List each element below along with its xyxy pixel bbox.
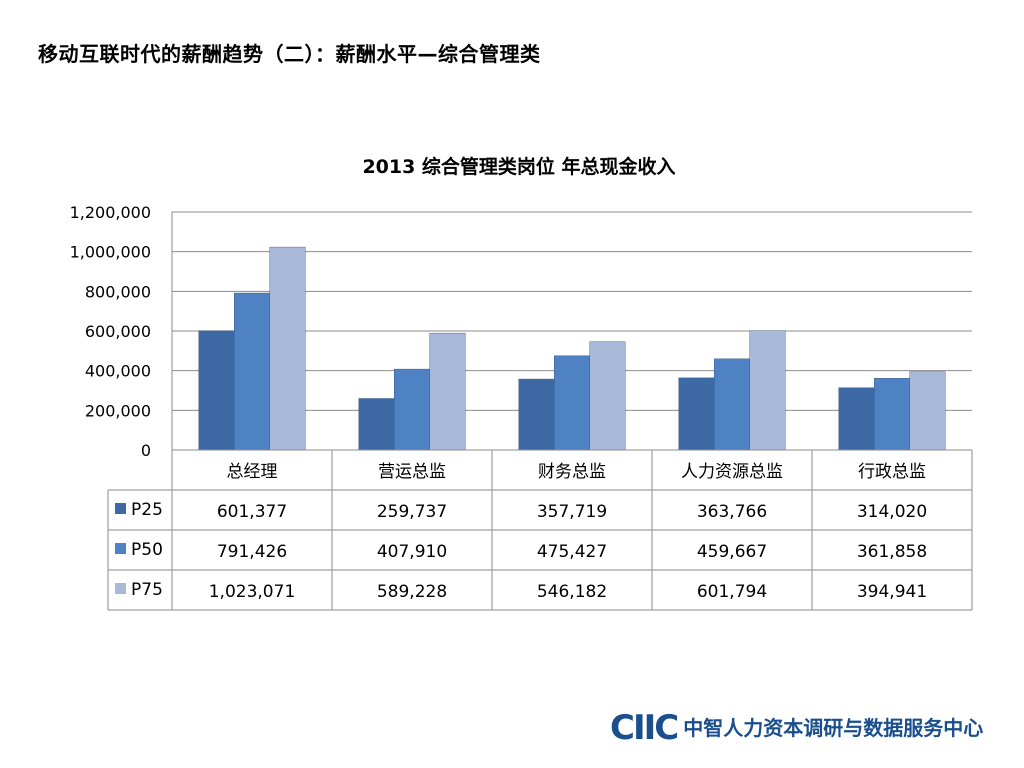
data-label: 394,941 (857, 582, 927, 602)
legend-swatch-p25 (115, 503, 126, 514)
data-label: 601,794 (697, 582, 767, 602)
y-tick-label: 600,000 (85, 322, 151, 341)
y-axis-ticks: 0 200,000 400,000 600,000 800,000 1,000,000 1,… (70, 203, 151, 460)
ciic-logo: CIIC 中智人力资本调研与数据服务中心 (610, 708, 983, 748)
y-tick-label: 1,200,000 (70, 203, 151, 222)
legend-label: P25 (131, 500, 163, 520)
bar-p25 (838, 387, 875, 451)
y-tick-label: 800,000 (85, 282, 151, 301)
page-title: 移动互联时代的薪酬趋势（二）：薪酬水平—综合管理类 (38, 42, 541, 66)
bar-p50 (234, 292, 270, 451)
legend-swatch-p75 (115, 583, 126, 594)
y-tick-label: 200,000 (85, 401, 151, 420)
data-label: 791,426 (217, 542, 287, 562)
data-label: 407,910 (377, 542, 447, 562)
logo-text: 中智人力资本调研与数据服务中心 (683, 716, 984, 740)
bar-p75 (269, 246, 306, 451)
bar-p75 (429, 332, 466, 451)
data-label: 1,023,071 (209, 582, 296, 602)
legend-swatch-p50 (115, 543, 126, 554)
category-label: 总经理 (227, 462, 278, 482)
category-label: 人力资源总监 (681, 462, 783, 482)
data-label: 589,228 (377, 582, 447, 602)
bar-p75 (589, 341, 626, 451)
y-tick-label: 1,000,000 (70, 243, 151, 262)
data-label: 259,737 (377, 502, 447, 522)
bar-p25 (518, 378, 555, 451)
data-label: 459,667 (697, 542, 767, 562)
bar-p25 (678, 377, 715, 451)
y-tick-label: 0 (141, 441, 151, 460)
data-label: 363,766 (697, 502, 767, 522)
data-label: 601,377 (217, 502, 287, 522)
bar-p25 (198, 330, 235, 451)
chart-title: 2013 综合管理类岗位 年总现金收入 (362, 156, 676, 178)
legend-label: P50 (131, 540, 163, 560)
category-label: 营运总监 (378, 462, 446, 482)
data-label: 475,427 (537, 542, 607, 562)
ciic-logo-mark: CIIC (610, 708, 679, 748)
legend-label: P75 (131, 580, 163, 600)
bar-p50 (394, 368, 430, 451)
bar-p75 (749, 330, 786, 451)
bar-p50 (874, 378, 910, 451)
data-label: 357,719 (537, 502, 607, 522)
bar-p25 (358, 398, 395, 451)
data-label: 546,182 (537, 582, 607, 602)
category-label: 行政总监 (858, 462, 926, 482)
bars (198, 246, 946, 451)
bar-p50 (554, 355, 590, 451)
bar-p50 (714, 358, 750, 451)
bar-p75 (909, 371, 946, 451)
data-label: 314,020 (857, 502, 927, 522)
data-label: 361,858 (857, 542, 927, 562)
data-table: 总经理 营运总监 财务总监 人力资源总监 行政总监 P25 601,377 259,737 35… (107, 449, 973, 611)
y-tick-label: 400,000 (85, 362, 151, 381)
category-label: 财务总监 (538, 462, 606, 482)
